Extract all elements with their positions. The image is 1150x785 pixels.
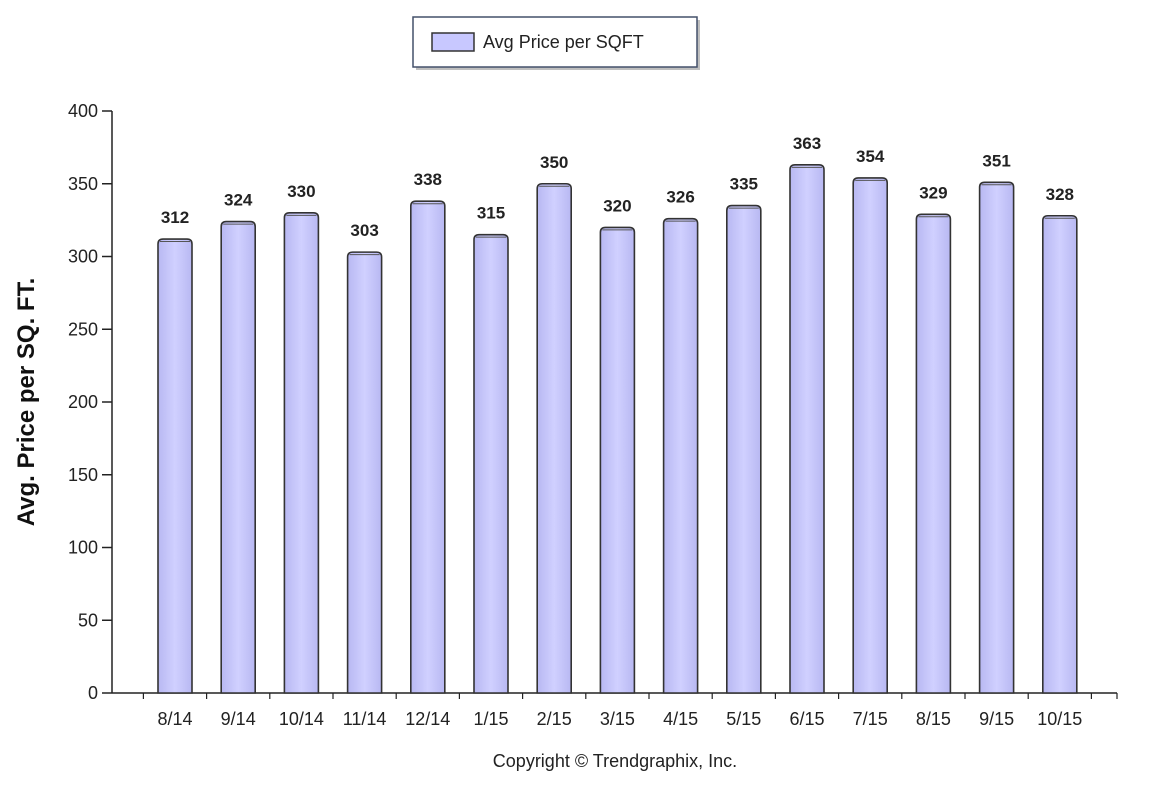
x-tick-label: 10/14 — [279, 709, 324, 729]
y-axis-label: Avg. Price per SQ. FT. — [13, 278, 40, 527]
bar — [915, 213, 952, 694]
y-tick-label: 50 — [78, 610, 98, 630]
copyright-text: Copyright © Trendgraphix, Inc. — [493, 751, 737, 771]
data-label: 303 — [350, 221, 378, 240]
bar — [978, 181, 1015, 694]
data-label: 326 — [666, 188, 694, 207]
bar — [346, 251, 383, 694]
x-axis: 8/14 9/14 10/14 11/14 12/14 1/15 2/15 3/15 4/15 5… — [112, 692, 1118, 729]
x-tick-label: 7/15 — [853, 709, 888, 729]
y-tick-label: 250 — [68, 319, 98, 339]
x-tick-label: 4/15 — [663, 709, 698, 729]
y-tick-label: 100 — [68, 538, 98, 558]
bar — [410, 200, 446, 694]
y-axis: 0 50 100 150 200 250 300 350 400 — [68, 101, 113, 703]
legend-swatch — [431, 32, 475, 52]
data-label: 312 — [161, 208, 189, 227]
y-tick-label: 150 — [68, 465, 98, 485]
data-label: 335 — [730, 175, 758, 194]
bar — [662, 217, 699, 694]
x-tick-label: 1/15 — [473, 709, 508, 729]
bar — [1042, 214, 1078, 694]
data-label: 350 — [540, 153, 568, 172]
bars — [157, 164, 1078, 694]
x-tick-label: 3/15 — [600, 709, 635, 729]
data-label: 329 — [919, 183, 947, 202]
data-label: 320 — [603, 196, 631, 215]
x-tick-label: 6/15 — [789, 709, 824, 729]
x-tick-label: 8/14 — [157, 709, 192, 729]
x-tick-label: 8/15 — [916, 709, 951, 729]
data-labels: 312 324 330 303 338 315 350 320 326 335 363 354 329 3… — [161, 134, 1074, 240]
x-tick-label: 5/15 — [726, 709, 761, 729]
x-tick-label: 11/14 — [343, 709, 387, 729]
legend: Avg Price per SQFT — [412, 16, 700, 70]
bar — [789, 164, 825, 694]
data-label: 324 — [224, 191, 253, 210]
bar — [726, 204, 762, 694]
bar — [220, 220, 256, 694]
x-tick-label: 9/15 — [979, 709, 1014, 729]
bar — [473, 233, 509, 694]
y-tick-label: 400 — [68, 101, 98, 121]
x-tick-label: 10/15 — [1037, 709, 1082, 729]
data-label: 363 — [793, 134, 821, 153]
x-tick-label: 12/14 — [405, 709, 450, 729]
data-label: 330 — [287, 182, 315, 201]
x-tick-label: 2/15 — [537, 709, 572, 729]
y-tick-label: 300 — [68, 247, 98, 267]
bar — [599, 226, 636, 694]
y-tick-label: 350 — [68, 174, 98, 194]
bar — [536, 182, 572, 694]
bar — [157, 238, 193, 694]
x-tick-label: 9/14 — [221, 709, 256, 729]
legend-label: Avg Price per SQFT — [483, 32, 644, 52]
data-label: 315 — [477, 204, 505, 223]
data-label: 338 — [414, 170, 442, 189]
data-label: 328 — [1046, 185, 1074, 204]
bar — [283, 212, 320, 694]
y-tick-label: 200 — [68, 392, 98, 412]
bar — [852, 177, 888, 694]
data-label: 354 — [856, 147, 885, 166]
data-label: 351 — [982, 151, 1010, 170]
y-tick-label: 0 — [88, 683, 98, 703]
